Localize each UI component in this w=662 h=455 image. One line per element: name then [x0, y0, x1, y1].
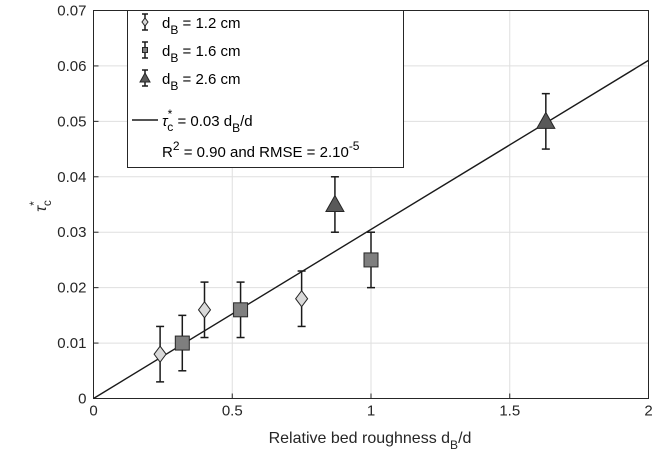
- diamond-data-point: [295, 289, 309, 308]
- legend-square-icon: [142, 47, 148, 53]
- y-tick-label: 0.03: [57, 224, 86, 241]
- y-tick-label: 0.06: [57, 58, 86, 75]
- legend-entry-3: dB = 2.6 cm: [162, 71, 240, 93]
- x-tick-label: 1.5: [499, 403, 520, 420]
- square-data-point: [174, 335, 190, 351]
- y-tick-label: 0.05: [57, 113, 86, 130]
- legend-stats-label: R2 = 0.90 and RMSE = 2.10-5: [162, 139, 360, 161]
- x-tick-label: 0: [89, 403, 97, 420]
- square-data-point: [233, 302, 249, 318]
- legend-diamond-icon: [141, 17, 149, 27]
- triangle-data-point: [535, 111, 556, 129]
- x-tick-label: 1: [367, 403, 375, 420]
- legend-triangle-icon: [139, 71, 151, 83]
- legend-entry-2: dB = 1.6 cm: [162, 43, 240, 65]
- legend-entry-1: dB = 1.2 cm: [162, 15, 240, 37]
- legend-fit-label: τ* c = 0.03 dB/d: [162, 107, 253, 135]
- data-marks: [153, 92, 556, 383]
- legend: dB = 1.2 cm dB = 1.6 cm dB = 2.6 cm τ* c …: [127, 10, 404, 168]
- y-tick-label: 0.04: [57, 169, 86, 186]
- x-tick-label: 0.5: [222, 403, 243, 420]
- diamond-data-point: [197, 300, 212, 319]
- y-axis-label: τ*c: [27, 200, 54, 212]
- y-tick-label: 0: [78, 391, 86, 408]
- legend-box: [127, 10, 404, 168]
- triangle-data-point: [325, 194, 345, 212]
- x-axis-label: Relative bed roughness dB/d: [269, 430, 472, 452]
- diamond-data-point: [153, 345, 167, 363]
- square-data-point: [363, 252, 379, 268]
- x-tick-label: 2: [644, 403, 652, 420]
- y-tick-label: 0.07: [57, 3, 86, 20]
- legend-icons: [132, 13, 158, 121]
- y-tick-label: 0.01: [57, 335, 86, 352]
- y-tick-label: 0.02: [57, 280, 86, 297]
